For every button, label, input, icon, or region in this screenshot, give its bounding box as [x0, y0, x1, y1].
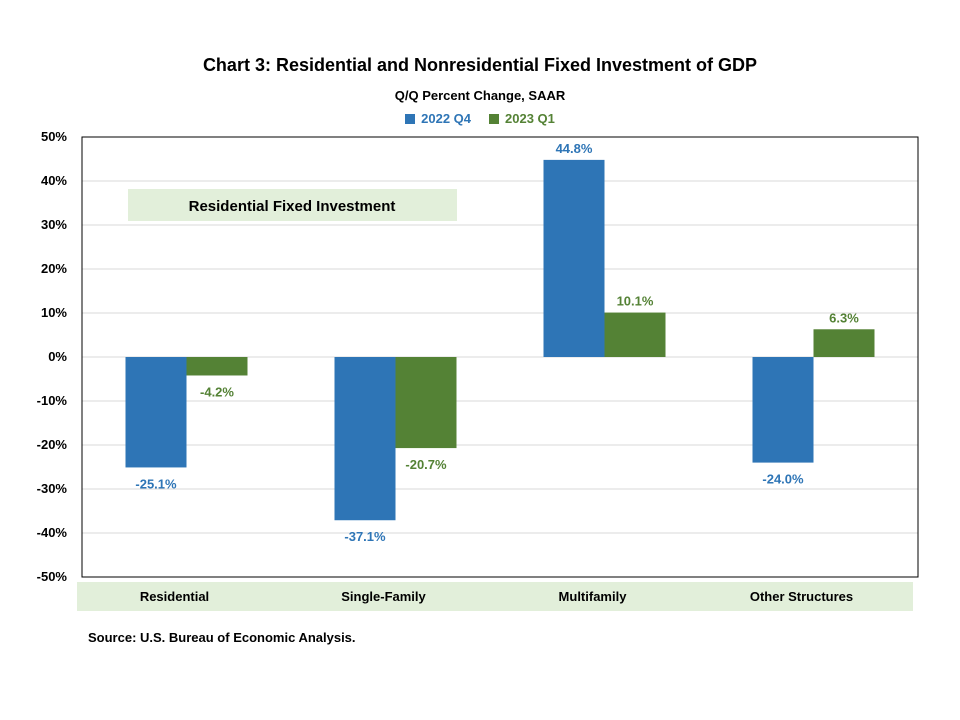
- annotation-box: [128, 189, 457, 221]
- bar-2022-q4: [752, 357, 814, 463]
- data-label: -4.2%: [200, 384, 234, 399]
- y-tick-label: -20%: [37, 437, 68, 452]
- chart-title: Chart 3: Residential and Nonresidential …: [202, 55, 758, 75]
- x-tick-label: Residential: [140, 589, 209, 604]
- bar-2022-q4: [125, 357, 187, 468]
- chart-legend: 2022 Q4 2023 Q1: [0, 111, 960, 126]
- data-label: -25.1%: [135, 476, 177, 491]
- data-label: -37.1%: [344, 529, 386, 544]
- data-label: 6.3%: [829, 310, 859, 325]
- y-tick-label: -50%: [37, 569, 68, 584]
- legend-label-2022-q4: 2022 Q4: [421, 111, 471, 126]
- bar-2023-q1: [604, 312, 666, 357]
- legend-item-2023-q1: 2023 Q1: [489, 111, 555, 126]
- y-tick-label: 20%: [41, 261, 67, 276]
- plot-border: [81, 136, 919, 578]
- legend-item-2022-q4: 2022 Q4: [405, 111, 471, 126]
- legend-swatch-2022-q4: [405, 113, 416, 124]
- y-tick-label: 40%: [41, 173, 67, 188]
- legend-swatch-2023-q1: [489, 113, 499, 124]
- x-tick-label: Multifamily: [559, 589, 628, 604]
- chart-subtitle: Q/Q Percent Change, SAAR: [394, 88, 566, 103]
- bar-2022-q4: [543, 159, 605, 357]
- y-tick-label: -10%: [37, 393, 68, 408]
- y-tick-label: 50%: [41, 129, 67, 144]
- bar-2023-q1: [813, 329, 875, 357]
- x-tick-label: Other Structures: [750, 589, 853, 604]
- bar-2022-q4: [334, 357, 396, 521]
- bar-2023-q1: [395, 357, 457, 449]
- annotation-label: Residential Fixed Investment: [189, 198, 396, 215]
- data-label: 44.8%: [556, 141, 593, 156]
- y-tick-label: -30%: [37, 481, 68, 496]
- x-tick-label: Single-Family: [341, 589, 426, 604]
- data-label: 10.1%: [617, 294, 654, 309]
- y-tick-label: 0%: [48, 349, 67, 364]
- bar-2023-q1: [186, 357, 248, 376]
- source-note: Source: U.S. Bureau of Economic Analysis…: [88, 630, 356, 645]
- data-label: -20.7%: [405, 457, 447, 472]
- data-label: -24.0%: [762, 472, 804, 487]
- y-tick-label: 10%: [41, 305, 67, 320]
- y-tick-label: 30%: [41, 217, 67, 232]
- category-band: [77, 582, 913, 611]
- legend-label-2023-q1: 2023 Q1: [505, 111, 555, 126]
- y-tick-label: -40%: [37, 525, 68, 540]
